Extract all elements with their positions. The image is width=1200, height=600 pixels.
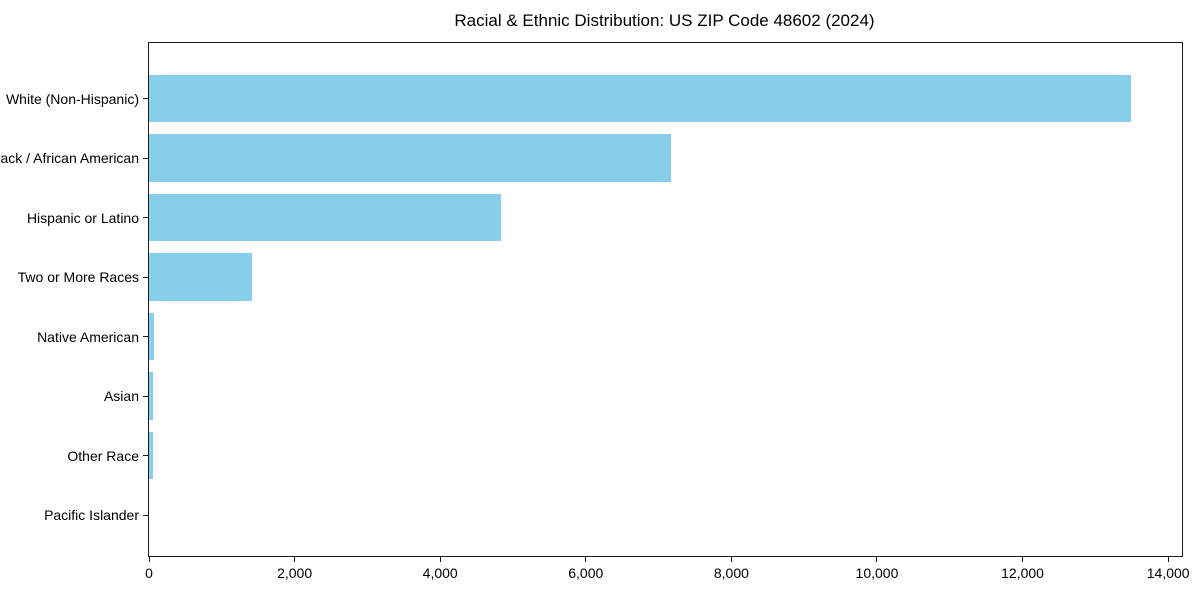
x-tick-label: 2,000 [277, 565, 313, 581]
bar [149, 134, 671, 182]
x-tick-label: 10,000 [855, 565, 899, 581]
plot-area: White (Non-Hispanic) Black / African Amer… [0, 42, 1190, 581]
y-tick-mark [143, 98, 149, 99]
y-tick-mark [143, 217, 149, 218]
y-tick-mark [143, 455, 149, 456]
y-tick-mark [143, 336, 149, 337]
y-tick-label: Hispanic or Latino [26, 209, 139, 226]
x-tick-mark [876, 556, 878, 562]
bar [149, 253, 253, 301]
y-tick-label: Other Race [67, 447, 139, 464]
bar [149, 74, 1132, 123]
y-tick-label: Native American [37, 328, 139, 345]
x-tick-mark [1022, 556, 1024, 562]
x-tick-label: 8,000 [713, 565, 749, 581]
y-tick-label: Two or More Races [17, 269, 139, 285]
x-tick-label: 6,000 [568, 565, 604, 581]
x-tick-label: 0 [145, 565, 153, 581]
y-tick-mark [143, 157, 149, 159]
y-tick-mark [143, 276, 149, 278]
chart-title: Racial & Ethnic Distribution: US ZIP Cod… [454, 11, 875, 30]
bar [149, 431, 154, 480]
y-tick-label: Pacific Islander [44, 507, 139, 523]
x-tick-mark [294, 556, 296, 562]
x-tick-mark [439, 556, 441, 562]
x-tick-mark [1167, 556, 1169, 562]
x-tick-mark [730, 556, 732, 562]
y-tick-label: Black / African American [0, 150, 139, 166]
y-tick-label: Asian [103, 388, 139, 404]
x-tick-mark [148, 556, 150, 562]
x-tick-label: 4,000 [422, 565, 458, 581]
y-tick-mark [143, 395, 149, 397]
bar [149, 312, 155, 361]
y-tick-mark [143, 514, 149, 516]
bar [149, 193, 502, 242]
y-tick-label: White (Non-Hispanic) [5, 90, 139, 107]
x-tick-mark [585, 556, 587, 562]
x-tick-label: 14,000 [1146, 565, 1190, 581]
bar [149, 372, 153, 420]
x-tick-label: 12,000 [1001, 565, 1044, 581]
